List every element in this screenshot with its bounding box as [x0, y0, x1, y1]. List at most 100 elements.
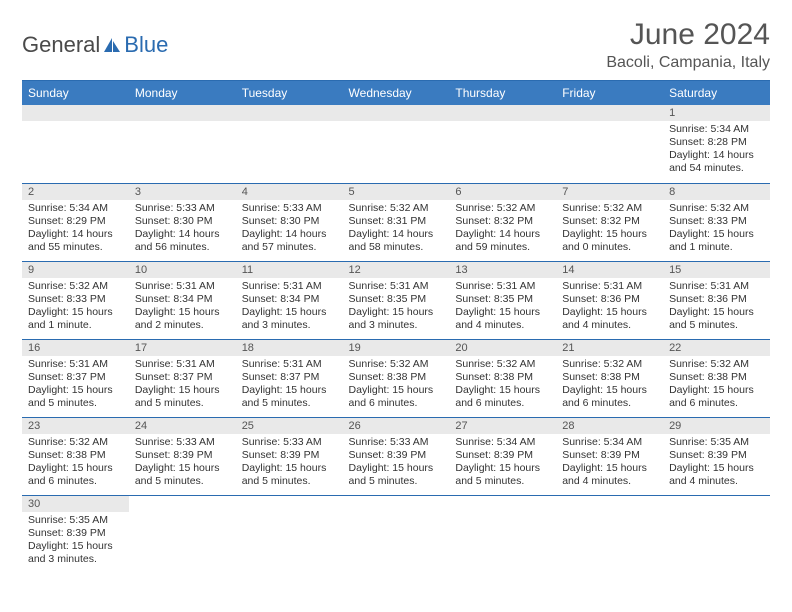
- day-header: Sunday: [22, 81, 129, 106]
- day-number: 17: [129, 340, 236, 356]
- day-details: Sunrise: 5:31 AMSunset: 8:37 PMDaylight:…: [129, 356, 236, 415]
- day-details: Sunrise: 5:32 AMSunset: 8:38 PMDaylight:…: [449, 356, 556, 415]
- calendar-cell: 28Sunrise: 5:34 AMSunset: 8:39 PMDayligh…: [556, 417, 663, 495]
- sunrise-text: Sunrise: 5:32 AM: [349, 202, 444, 215]
- day-number: 11: [236, 262, 343, 278]
- day-number: 14: [556, 262, 663, 278]
- calendar-cell: 15Sunrise: 5:31 AMSunset: 8:36 PMDayligh…: [663, 261, 770, 339]
- day-number: 9: [22, 262, 129, 278]
- day-details: Sunrise: 5:34 AMSunset: 8:28 PMDaylight:…: [663, 121, 770, 180]
- day-number: [449, 105, 556, 121]
- sunset-text: Sunset: 8:28 PM: [669, 136, 764, 149]
- calendar-table: Sunday Monday Tuesday Wednesday Thursday…: [22, 80, 770, 573]
- calendar-cell: 27Sunrise: 5:34 AMSunset: 8:39 PMDayligh…: [449, 417, 556, 495]
- sunrise-text: Sunrise: 5:32 AM: [349, 358, 444, 371]
- sunset-text: Sunset: 8:37 PM: [242, 371, 337, 384]
- sunrise-text: Sunrise: 5:31 AM: [28, 358, 123, 371]
- sunrise-text: Sunrise: 5:35 AM: [669, 436, 764, 449]
- calendar-cell: [343, 495, 450, 573]
- sunrise-text: Sunrise: 5:32 AM: [669, 202, 764, 215]
- day-number: 25: [236, 418, 343, 434]
- day-details: Sunrise: 5:31 AMSunset: 8:37 PMDaylight:…: [22, 356, 129, 415]
- sunset-text: Sunset: 8:34 PM: [242, 293, 337, 306]
- calendar-cell: 30Sunrise: 5:35 AMSunset: 8:39 PMDayligh…: [22, 495, 129, 573]
- calendar-cell: 6Sunrise: 5:32 AMSunset: 8:32 PMDaylight…: [449, 183, 556, 261]
- sunset-text: Sunset: 8:39 PM: [349, 449, 444, 462]
- sunrise-text: Sunrise: 5:31 AM: [135, 358, 230, 371]
- day-details: Sunrise: 5:31 AMSunset: 8:36 PMDaylight:…: [663, 278, 770, 337]
- sunset-text: Sunset: 8:35 PM: [455, 293, 550, 306]
- daylight-text: Daylight: 15 hours and 1 minute.: [28, 306, 123, 332]
- day-header-row: Sunday Monday Tuesday Wednesday Thursday…: [22, 81, 770, 106]
- day-number: 7: [556, 184, 663, 200]
- sunset-text: Sunset: 8:36 PM: [562, 293, 657, 306]
- day-number: 26: [343, 418, 450, 434]
- day-number: [236, 105, 343, 121]
- sunrise-text: Sunrise: 5:34 AM: [669, 123, 764, 136]
- calendar-cell: 12Sunrise: 5:31 AMSunset: 8:35 PMDayligh…: [343, 261, 450, 339]
- sunset-text: Sunset: 8:32 PM: [455, 215, 550, 228]
- sunset-text: Sunset: 8:30 PM: [135, 215, 230, 228]
- sunset-text: Sunset: 8:38 PM: [562, 371, 657, 384]
- calendar-cell: 7Sunrise: 5:32 AMSunset: 8:32 PMDaylight…: [556, 183, 663, 261]
- calendar-row: 9Sunrise: 5:32 AMSunset: 8:33 PMDaylight…: [22, 261, 770, 339]
- sail-icon: [102, 36, 122, 54]
- calendar-cell: 16Sunrise: 5:31 AMSunset: 8:37 PMDayligh…: [22, 339, 129, 417]
- day-details: Sunrise: 5:35 AMSunset: 8:39 PMDaylight:…: [22, 512, 129, 571]
- daylight-text: Daylight: 15 hours and 3 minutes.: [28, 540, 123, 566]
- day-details: Sunrise: 5:33 AMSunset: 8:30 PMDaylight:…: [129, 200, 236, 259]
- daylight-text: Daylight: 15 hours and 5 minutes.: [669, 306, 764, 332]
- daylight-text: Daylight: 14 hours and 59 minutes.: [455, 228, 550, 254]
- daylight-text: Daylight: 14 hours and 56 minutes.: [135, 228, 230, 254]
- sunset-text: Sunset: 8:33 PM: [669, 215, 764, 228]
- calendar-cell: 20Sunrise: 5:32 AMSunset: 8:38 PMDayligh…: [449, 339, 556, 417]
- day-number: 2: [22, 184, 129, 200]
- day-number: 13: [449, 262, 556, 278]
- calendar-cell: 21Sunrise: 5:32 AMSunset: 8:38 PMDayligh…: [556, 339, 663, 417]
- day-number: 12: [343, 262, 450, 278]
- calendar-row: 30Sunrise: 5:35 AMSunset: 8:39 PMDayligh…: [22, 495, 770, 573]
- calendar-cell: [129, 105, 236, 183]
- calendar-cell: [556, 105, 663, 183]
- day-details: Sunrise: 5:32 AMSunset: 8:38 PMDaylight:…: [343, 356, 450, 415]
- day-number: 24: [129, 418, 236, 434]
- calendar-cell: 13Sunrise: 5:31 AMSunset: 8:35 PMDayligh…: [449, 261, 556, 339]
- daylight-text: Daylight: 15 hours and 5 minutes.: [455, 462, 550, 488]
- sunrise-text: Sunrise: 5:34 AM: [562, 436, 657, 449]
- calendar-cell: 25Sunrise: 5:33 AMSunset: 8:39 PMDayligh…: [236, 417, 343, 495]
- calendar-cell: 19Sunrise: 5:32 AMSunset: 8:38 PMDayligh…: [343, 339, 450, 417]
- calendar-body: 1Sunrise: 5:34 AMSunset: 8:28 PMDaylight…: [22, 105, 770, 573]
- day-number: [22, 105, 129, 121]
- daylight-text: Daylight: 15 hours and 3 minutes.: [242, 306, 337, 332]
- day-number: [343, 105, 450, 121]
- sunrise-text: Sunrise: 5:31 AM: [455, 280, 550, 293]
- sunrise-text: Sunrise: 5:34 AM: [455, 436, 550, 449]
- calendar-cell: [129, 495, 236, 573]
- daylight-text: Daylight: 15 hours and 6 minutes.: [349, 384, 444, 410]
- day-details: Sunrise: 5:31 AMSunset: 8:34 PMDaylight:…: [236, 278, 343, 337]
- day-header: Thursday: [449, 81, 556, 106]
- sunrise-text: Sunrise: 5:31 AM: [242, 280, 337, 293]
- sunset-text: Sunset: 8:38 PM: [349, 371, 444, 384]
- calendar-cell: [556, 495, 663, 573]
- day-details: Sunrise: 5:32 AMSunset: 8:32 PMDaylight:…: [556, 200, 663, 259]
- month-title: June 2024: [606, 18, 770, 52]
- sunrise-text: Sunrise: 5:33 AM: [349, 436, 444, 449]
- sunrise-text: Sunrise: 5:33 AM: [242, 436, 337, 449]
- calendar-cell: 8Sunrise: 5:32 AMSunset: 8:33 PMDaylight…: [663, 183, 770, 261]
- day-number: 5: [343, 184, 450, 200]
- daylight-text: Daylight: 15 hours and 5 minutes.: [242, 384, 337, 410]
- daylight-text: Daylight: 15 hours and 5 minutes.: [135, 462, 230, 488]
- daylight-text: Daylight: 15 hours and 6 minutes.: [669, 384, 764, 410]
- location-text: Bacoli, Campania, Italy: [606, 54, 770, 72]
- daylight-text: Daylight: 14 hours and 58 minutes.: [349, 228, 444, 254]
- daylight-text: Daylight: 15 hours and 6 minutes.: [455, 384, 550, 410]
- day-number: 23: [22, 418, 129, 434]
- sunrise-text: Sunrise: 5:31 AM: [135, 280, 230, 293]
- sunset-text: Sunset: 8:39 PM: [28, 527, 123, 540]
- day-header: Wednesday: [343, 81, 450, 106]
- calendar-cell: [236, 495, 343, 573]
- day-number: 29: [663, 418, 770, 434]
- day-number: 19: [343, 340, 450, 356]
- sunset-text: Sunset: 8:39 PM: [669, 449, 764, 462]
